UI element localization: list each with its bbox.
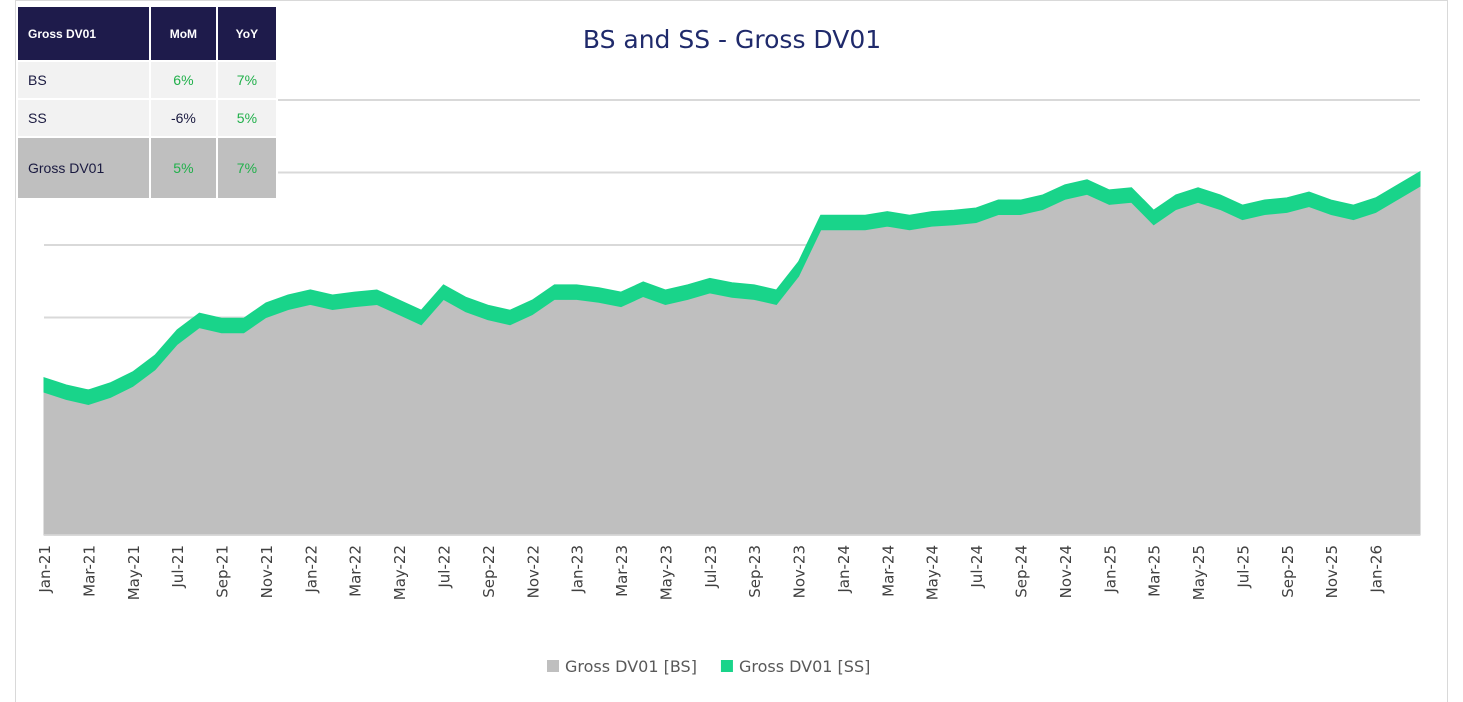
x-tick-label: Nov-21 xyxy=(258,545,276,598)
x-tick-label: Sep-21 xyxy=(214,545,232,598)
chart-frame xyxy=(15,0,1448,702)
x-tick-label: Mar-22 xyxy=(347,545,365,597)
x-tick-label: Jul-23 xyxy=(702,545,720,589)
x-tick-label: May-25 xyxy=(1190,545,1208,600)
table-cell: -6% xyxy=(149,98,218,138)
table-row: BS 6% 7% xyxy=(15,60,279,100)
header-cell: YoY xyxy=(215,5,279,62)
table-row: SS -6% 5% xyxy=(15,98,279,138)
table-cell: 7% xyxy=(215,136,279,200)
x-tick-label: Nov-23 xyxy=(791,545,809,598)
x-tick-label: May-23 xyxy=(657,545,675,600)
x-tick-label: Sep-24 xyxy=(1013,545,1031,598)
chart-title: BS and SS - Gross DV01 xyxy=(583,25,881,54)
x-tick-label: Nov-22 xyxy=(524,545,542,598)
x-tick-label: Jan-25 xyxy=(1101,545,1119,594)
x-tick-label: Sep-23 xyxy=(746,545,764,598)
x-tick-label: Mar-21 xyxy=(80,545,98,597)
x-tick-label: Mar-23 xyxy=(613,545,631,597)
legend-swatch xyxy=(547,660,559,672)
x-tick-label: Jan-23 xyxy=(569,545,587,594)
legend-swatch xyxy=(720,660,733,672)
x-tick-label: Jan-21 xyxy=(36,545,54,594)
x-tick-label: Nov-25 xyxy=(1323,545,1341,598)
x-tick-label: Jul-22 xyxy=(435,545,453,589)
x-tick-label: Nov-24 xyxy=(1057,545,1075,598)
x-tick-label: Jul-24 xyxy=(968,545,986,589)
area xyxy=(43,170,1421,406)
x-tick-label: Jan-24 xyxy=(835,545,853,594)
header-cell: MoM xyxy=(149,5,218,62)
x-tick-label: Jul-21 xyxy=(169,545,187,589)
x-tick-label: Jan-22 xyxy=(302,545,320,594)
x-tick-label: Sep-25 xyxy=(1279,545,1297,598)
table-cell: 5% xyxy=(215,98,279,138)
summary-table: Gross DV01 MoM YoY BS 6% 7% SS -6% 5% Gross DV01 5… xyxy=(15,5,279,200)
x-tick-label: Mar-24 xyxy=(879,545,897,597)
table-cell: 7% xyxy=(215,60,279,100)
x-tick-label: Jul-25 xyxy=(1234,545,1252,589)
table-cell: Gross DV01 xyxy=(15,136,152,200)
x-tick-label: Sep-22 xyxy=(480,545,498,598)
table-cell: BS xyxy=(15,60,152,100)
legend-label: Gross DV01 [BS] xyxy=(565,657,697,676)
table-cell: 6% xyxy=(149,60,218,100)
x-tick-label: Jan-26 xyxy=(1368,545,1386,594)
table-row: Gross DV01 5% 7% xyxy=(15,136,279,200)
legend-label: Gross DV01 [SS] xyxy=(739,657,870,676)
table-cell: SS xyxy=(15,98,152,138)
header-cell: Gross DV01 xyxy=(15,5,152,62)
x-tick-label: Mar-25 xyxy=(1146,545,1164,597)
x-tick-label: May-22 xyxy=(391,545,409,600)
table-cell: 5% xyxy=(149,136,218,200)
x-tick-label: May-21 xyxy=(125,545,143,600)
area xyxy=(43,185,1421,536)
x-tick-label: May-24 xyxy=(924,545,942,600)
table-header: Gross DV01 MoM YoY xyxy=(15,5,279,62)
